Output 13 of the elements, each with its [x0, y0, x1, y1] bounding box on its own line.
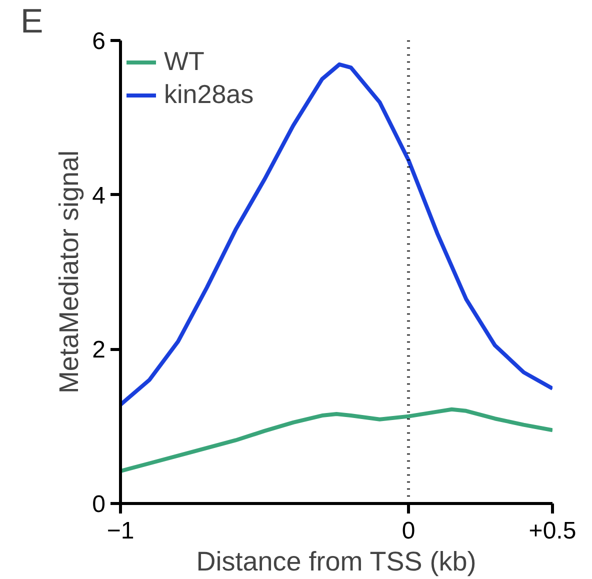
y-tick-label: 2: [92, 336, 106, 364]
y-tick-label: 0: [92, 491, 106, 518]
x-tick-label: 0: [402, 518, 416, 544]
y-tick-label: 6: [92, 28, 106, 55]
y-tick-label: 4: [92, 182, 106, 210]
x-axis-title: Distance from TSS (kb): [196, 546, 476, 576]
legend-label: WT: [164, 46, 204, 77]
text: E: [20, 2, 44, 40]
x-tick-label: +0.5: [528, 518, 576, 544]
y-axis-title: MetaMediator signal: [54, 150, 84, 394]
x-tick-label: −1: [106, 518, 134, 544]
legend-label: kin28as: [164, 79, 254, 110]
line-series: [120, 407, 552, 474]
